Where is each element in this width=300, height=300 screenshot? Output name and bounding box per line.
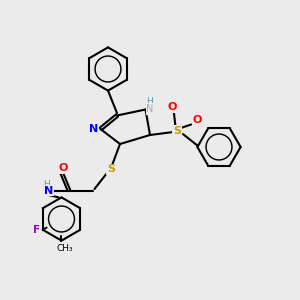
Text: H: H [146,98,152,106]
Text: O: O [192,115,202,125]
Text: O: O [58,163,68,173]
Text: S: S [107,164,115,175]
Text: S: S [173,125,181,136]
Text: F: F [33,225,40,235]
Text: CH₃: CH₃ [57,244,74,253]
Text: N: N [146,104,154,114]
Text: O: O [168,102,177,112]
Text: H: H [43,180,50,189]
Text: N: N [89,124,98,134]
Text: N: N [44,185,53,196]
